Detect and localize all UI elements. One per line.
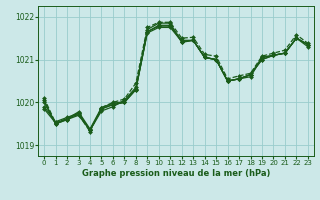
- X-axis label: Graphe pression niveau de la mer (hPa): Graphe pression niveau de la mer (hPa): [82, 169, 270, 178]
